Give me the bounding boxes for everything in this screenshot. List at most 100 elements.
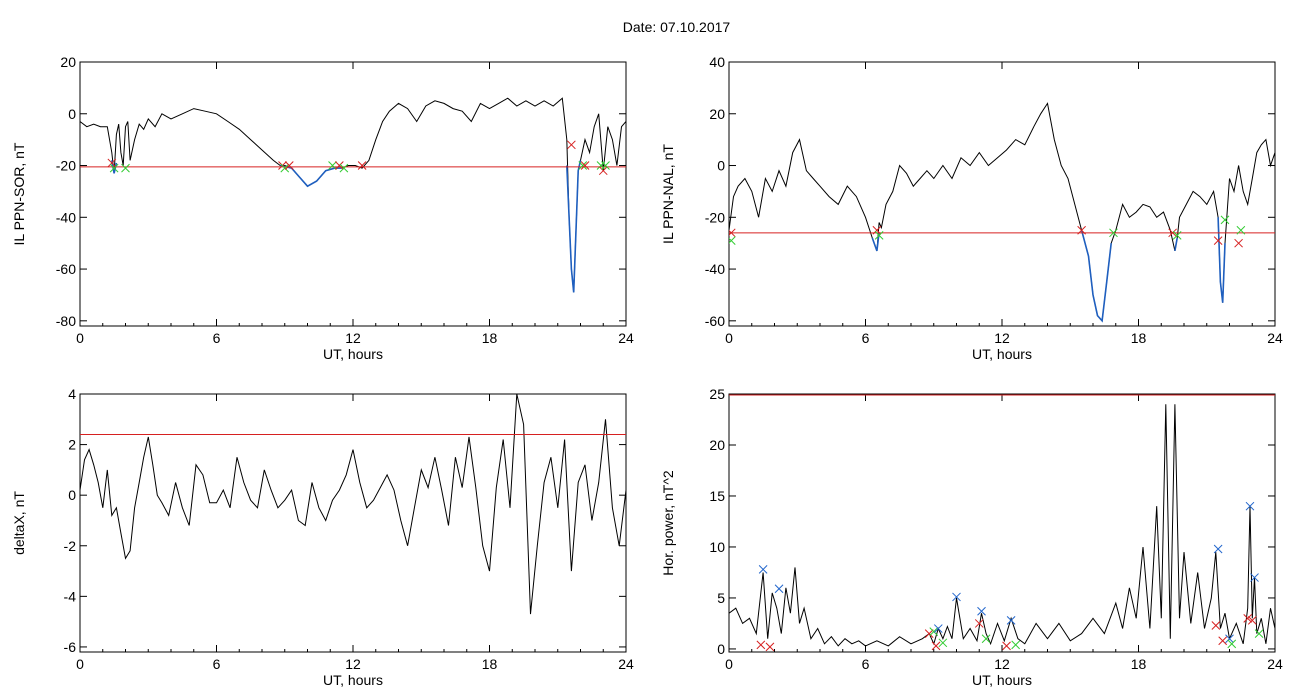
y-tick-label: -80 [56,313,76,329]
marker-green [981,634,991,644]
marker-blue [1245,501,1255,511]
substorm-segment-line [566,160,582,293]
y-tick-label: -2 [64,538,77,554]
plot-area [80,97,626,293]
marker-red [1211,621,1221,630]
substorm-segment-line [871,232,880,252]
x-tick-label: 0 [76,656,84,672]
marker-blue [1213,544,1223,554]
y-tick-label: 0 [68,106,76,122]
marker-red [598,166,608,176]
signal-line [729,102,1275,322]
marker-green [121,163,130,173]
marker-red [567,140,576,150]
y-tick-label: -20 [56,158,76,174]
marker-red [1234,238,1243,248]
y-tick-label: 0 [68,487,76,503]
x-tick-label: 18 [482,330,498,346]
panel-power: 0 6 12 18 24 0 5 10 15 20 25 UT, hours Hor. power, n… [660,386,1283,688]
marker-red [872,225,882,235]
x-tick-label: 0 [725,656,733,672]
x-tick-label: 6 [213,656,221,672]
marker-red [1077,225,1086,235]
marker-red [1002,641,1011,651]
x-axis-label: UT, hours [323,346,383,362]
y-axis-label: IL PPN-SOR, nT [11,142,27,245]
signal-line [729,404,1275,647]
y-tick-label: -6 [64,639,77,655]
marker-green [1011,640,1021,650]
plot-frame [728,61,1276,327]
marker-blue [952,592,961,602]
y-tick-label: 5 [717,590,725,606]
marker-red [931,641,941,651]
marker-green [1109,228,1118,238]
marker-green [929,627,939,636]
marker-green [1172,231,1182,240]
marker-red [1247,616,1257,625]
marker-blue [933,624,943,633]
marker-red [334,161,344,170]
marker-blue [1225,634,1234,644]
y-tick-label: -40 [56,209,76,225]
marker-red [924,629,934,638]
y-tick-label: 0 [717,158,725,174]
y-tick-label: 25 [709,386,725,402]
marker-red [1243,613,1253,623]
x-tick-label: 18 [1131,656,1147,672]
marker-red [729,228,736,238]
signal-line [80,394,626,615]
signal-line [80,97,626,293]
y-axis-label: IL PPN-NAL, nT [660,144,676,244]
marker-green [1227,639,1237,649]
marker-green [109,163,119,173]
y-axis-label: Hor. power, nT^2 [660,470,676,576]
marker-red [1213,236,1223,245]
y-tick-label: 10 [709,539,725,555]
marker-blue [774,584,784,594]
plot-frame [728,393,1276,653]
marker-green [328,161,337,170]
marker-red [357,161,367,170]
x-tick-label: 6 [862,330,870,346]
marker-blue [758,565,768,574]
plot-frame [79,393,627,653]
marker-red [1168,228,1177,238]
x-tick-label: 24 [618,330,634,346]
y-tick-label: -60 [705,313,725,329]
plot-frame [79,61,627,327]
marker-red [1218,636,1228,646]
marker-green [938,638,948,648]
marker-green [339,163,349,173]
y-tick-label: 15 [709,488,725,504]
plot-area [80,394,626,615]
marker-green [596,161,606,170]
panel-nal: 0 6 12 18 24 -60 -40 -20 0 20 40 UT, hours IL PPN-NA… [660,54,1283,362]
substorm-segment-line [280,164,342,188]
x-axis-label: UT, hours [972,672,1032,688]
y-tick-label: 0 [717,641,725,657]
marker-green [601,161,610,170]
plot-area [729,394,1275,652]
y-axis-label: deltaX, nT [11,491,27,555]
y-tick-label: 40 [709,54,725,70]
x-axis-label: UT, hours [972,346,1032,362]
x-tick-label: 24 [618,656,634,672]
y-tick-label: -40 [705,261,725,277]
marker-green [1254,629,1264,638]
x-tick-label: 18 [482,656,498,672]
panel-sor: 0 6 12 18 24 -80 -60 -40 -20 0 20 UT, hours IL PPN-S… [11,54,634,362]
x-tick-label: 12 [345,330,361,346]
x-tick-label: 24 [1267,656,1283,672]
x-tick-label: 12 [994,656,1010,672]
x-tick-label: 0 [76,330,84,346]
x-tick-label: 6 [862,656,870,672]
plot-area [729,102,1275,323]
marker-green [729,236,736,245]
y-tick-label: -60 [56,261,76,277]
marker-blue [1006,616,1016,625]
marker-green [1220,215,1230,225]
marker-red [756,640,766,650]
